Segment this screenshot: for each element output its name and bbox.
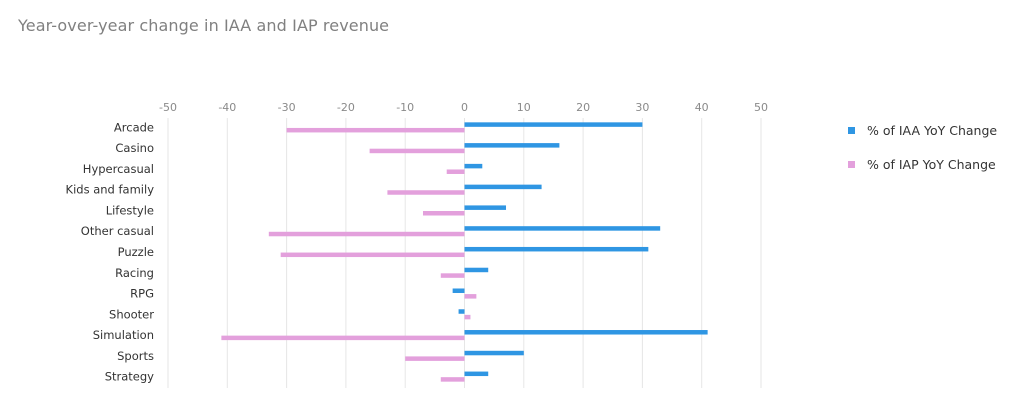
bar-iap[interactable]: [446, 169, 465, 174]
x-tick-label: -20: [337, 101, 355, 114]
bar-iap[interactable]: [440, 273, 465, 278]
legend-label-iap: % of IAP YoY Change: [867, 157, 996, 172]
category-label: Simulation: [93, 328, 154, 342]
x-tick-label: 40: [695, 101, 709, 114]
category-label: Kids and family: [66, 183, 155, 197]
bar-iaa[interactable]: [464, 184, 542, 190]
chart-title: Year-over-year change in IAA and IAP rev…: [18, 16, 390, 35]
category-label: Casino: [115, 141, 154, 155]
category-label: Other casual: [81, 224, 154, 238]
x-tick-label: 50: [754, 101, 768, 114]
x-tick-label: 10: [517, 101, 531, 114]
bar-iap[interactable]: [440, 377, 465, 382]
chart-legend: % of IAA YoY Change % of IAP YoY Change: [848, 122, 997, 190]
bar-iaa[interactable]: [464, 371, 489, 377]
bar-iap[interactable]: [221, 335, 465, 341]
category-label: Arcade: [114, 120, 154, 134]
category-label: Lifestyle: [106, 203, 154, 217]
bar-iaa[interactable]: [464, 350, 524, 356]
bar-iaa[interactable]: [458, 309, 465, 314]
bar-iap[interactable]: [268, 231, 465, 237]
category-label: Sports: [117, 349, 154, 363]
x-tick-label: 20: [576, 101, 590, 114]
bar-iap[interactable]: [464, 294, 477, 299]
legend-swatch-iap: [848, 161, 855, 168]
x-tick-label: -40: [218, 101, 236, 114]
bar-iaa[interactable]: [464, 330, 708, 335]
legend-item-iap[interactable]: % of IAP YoY Change: [848, 156, 997, 173]
x-tick-label: 0: [461, 101, 468, 114]
bar-iap[interactable]: [280, 252, 465, 258]
bar-iaa[interactable]: [464, 246, 649, 252]
category-label: Shooter: [109, 307, 154, 321]
x-tick-label: -30: [278, 101, 296, 114]
bar-iap[interactable]: [286, 127, 465, 133]
bar-iaa[interactable]: [464, 143, 560, 148]
bar-iap[interactable]: [387, 190, 465, 195]
bar-iaa[interactable]: [464, 205, 507, 210]
bar-iaa[interactable]: [452, 288, 465, 293]
category-label: Racing: [115, 266, 154, 280]
x-tick-label: -10: [396, 101, 414, 114]
legend-swatch-iaa: [848, 127, 855, 134]
bar-iap[interactable]: [422, 211, 465, 216]
bar-iap[interactable]: [464, 314, 471, 320]
bar-iaa[interactable]: [464, 226, 661, 231]
x-tick-label: 30: [635, 101, 649, 114]
x-tick-label: -50: [159, 101, 177, 114]
bar-iaa[interactable]: [464, 267, 489, 273]
bar-iaa[interactable]: [464, 122, 643, 127]
legend-label-iaa: % of IAA YoY Change: [867, 123, 998, 138]
bar-iap[interactable]: [369, 148, 465, 154]
bar-iap[interactable]: [405, 356, 465, 361]
category-label: Strategy: [105, 370, 154, 384]
bar-iaa[interactable]: [464, 163, 483, 169]
category-label: RPG: [130, 287, 154, 301]
legend-item-iaa[interactable]: % of IAA YoY Change: [848, 122, 997, 139]
category-label: Hypercasual: [83, 162, 154, 176]
category-label: Puzzle: [118, 245, 154, 259]
